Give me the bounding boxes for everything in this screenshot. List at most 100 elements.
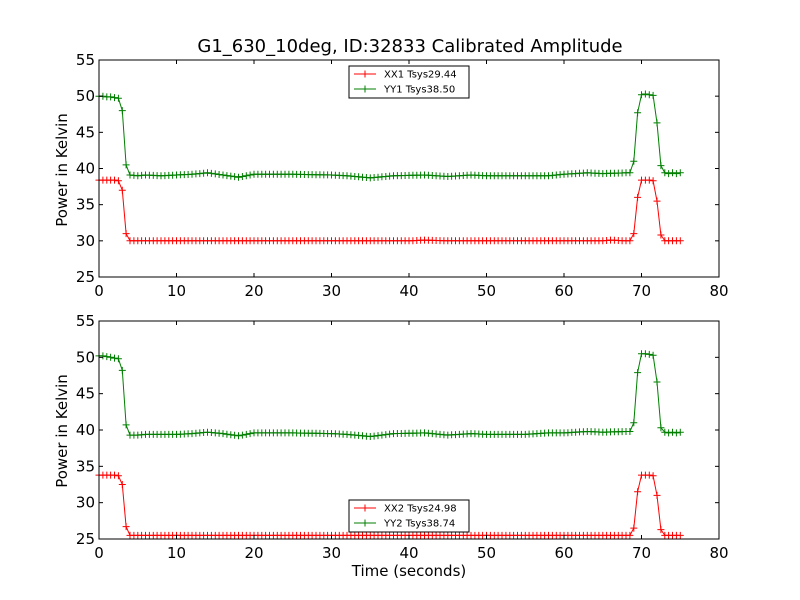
top-plot-series-0-marker: [649, 177, 657, 185]
top-plot-series-0-marker: [111, 176, 118, 184]
top-plot-xtick-label: 10: [167, 282, 186, 300]
bottom-plot-series-0-marker: [657, 526, 665, 534]
top-plot-xtick-label: 70: [632, 282, 651, 300]
bottom-plot-series-1-marker: [246, 430, 254, 438]
bottom-plot-series-1-marker: [645, 350, 653, 358]
top-plot-ytick-label: 30: [76, 232, 95, 250]
bottom-plot-series-0-marker: [649, 472, 657, 480]
bottom-plot-series-1-marker: [107, 353, 115, 361]
bottom-plot-series-1-marker: [626, 428, 634, 435]
bottom-plot-xtick-label: 30: [322, 544, 341, 562]
top-plot-series-1-marker: [645, 91, 653, 99]
bottom-plot-series-1-marker: [122, 421, 130, 429]
bottom-plot-series-1-marker: [118, 366, 126, 374]
bottom-plot-series-1-marker: [665, 429, 673, 437]
bottom-plot-series-1-marker: [672, 429, 680, 437]
bottom-plot-xtick-label: 40: [399, 544, 418, 562]
bottom-plot-series-1-marker: [111, 354, 118, 362]
bottom-plot-series-1-marker: [634, 369, 642, 377]
bottom-plot-series-0-marker: [645, 471, 653, 479]
bottom-plot-series-0-marker: [653, 491, 661, 499]
bottom-plot-series-1-marker: [641, 350, 649, 358]
top-plot-series-0-marker: [634, 193, 642, 201]
top-plot-ytick-label: 55: [76, 51, 95, 69]
bottom-plot-xtick-label: 70: [632, 544, 651, 562]
top-plot-legend-marker-0: [361, 70, 369, 78]
bottom-plot-ylabel: Power in Kelvin: [53, 374, 71, 488]
bottom-plot-ytick-label: 30: [76, 494, 95, 512]
bottom-plot-legend-box: [348, 499, 470, 533]
bottom-plot-series-1-marker: [219, 430, 227, 438]
top-plot-ytick-label: 40: [76, 160, 95, 178]
top-plot-series-1-marker: [107, 93, 115, 101]
bottom-plot-series-1-marker: [242, 430, 250, 438]
bottom-plot-xtick-label: 10: [167, 544, 186, 562]
top-plot-series-1-marker: [238, 173, 246, 180]
bottom-plot-xtick-label: 50: [477, 544, 496, 562]
bottom-plot-ytick-label: 25: [76, 530, 95, 548]
bottom-plot-legend-label-1: YY2 Tsys38.74: [383, 519, 455, 530]
bottom-plot-series-1-marker: [669, 428, 676, 436]
top-plot-series-1-marker: [672, 170, 680, 178]
bottom-plot-series-0-marker: [630, 524, 638, 532]
top-plot-series-group: [95, 90, 684, 245]
top-plot-series-1-marker: [661, 169, 669, 177]
top-plot-series-0-marker: [114, 177, 122, 185]
bottom-plot-series-1-marker: [657, 424, 665, 432]
bottom-plot-series-1-marker: [661, 428, 669, 436]
top-plot-series-1-marker: [219, 171, 227, 179]
top-plot-series-1-marker: [111, 94, 118, 102]
bottom-plot-series-1-marker: [238, 431, 246, 439]
top-plot-series-1-marker: [641, 90, 649, 98]
top-plot-series-1-marker: [235, 173, 242, 181]
top-plot-xtick-label: 40: [399, 282, 418, 300]
top-plot-xtick-label: 0: [94, 282, 104, 300]
top-plot-series-1-marker: [211, 170, 219, 178]
bottom-plot-ytick-label: 35: [76, 457, 95, 475]
top-plot: Power in Kelvin 0 10 20 30 40 50 60 70 80 25 30 35 4…: [53, 51, 729, 300]
top-plot-xtick-label: 60: [554, 282, 573, 300]
top-plot-ytick-label: 25: [76, 268, 95, 286]
top-plot-legend: XX1 Tsys29.44 YY1 Tsys38.50: [348, 65, 470, 99]
bottom-plot-series-1-marker: [653, 378, 661, 386]
top-plot-series-1-marker: [634, 109, 642, 117]
top-plot-legend-label-1: YY1 Tsys38.50: [383, 85, 455, 96]
bottom-plot-xtick-label: 0: [94, 544, 104, 562]
bottom-plot-ytick-label: 45: [76, 385, 95, 403]
top-plot-series-0-marker: [657, 231, 665, 239]
bottom-plot-series-0-marker: [118, 481, 126, 488]
top-plot-series-1-marker: [246, 171, 254, 179]
top-plot-series-1-marker: [649, 91, 657, 99]
top-plot-series-1-marker: [122, 161, 130, 169]
bottom-plot-series-0-marker: [111, 471, 118, 479]
bottom-plot-series-1-marker: [114, 355, 122, 363]
bottom-plot: Power in Kelvin Time (seconds) 0 10 20 30 40…: [53, 312, 729, 580]
bottom-plot-series-1-marker: [227, 431, 235, 439]
bottom-plot-series-0-marker: [634, 488, 642, 496]
top-plot-series-0-marker: [118, 186, 126, 194]
top-plot-xtick-label: 50: [477, 282, 496, 300]
bottom-plot-ytick-label: 50: [76, 348, 95, 366]
top-plot-xtick-label: 20: [244, 282, 263, 300]
bottom-plot-series-group: [95, 350, 684, 539]
bottom-plot-xlabel: Time (seconds): [351, 562, 467, 580]
bottom-plot-xtick-label: 80: [709, 544, 728, 562]
bottom-plot-ytick-label: 55: [76, 312, 95, 330]
bottom-plot-series-0-marker: [676, 531, 684, 539]
top-plot-series-0-marker: [626, 237, 634, 245]
bottom-plot-legend: XX2 Tsys24.98 YY2 Tsys38.74: [348, 499, 470, 533]
top-plot-legend-marker-1: [361, 85, 369, 93]
top-plot-legend-label-0: XX1 Tsys29.44: [384, 70, 457, 81]
bottom-plot-series-0-marker: [122, 523, 130, 531]
bottom-plot-series-1-marker: [676, 428, 684, 436]
top-plot-series-0-marker: [630, 230, 638, 238]
bottom-plot-xtick-label: 60: [554, 544, 573, 562]
bottom-plot-legend-marker-0: [361, 504, 369, 512]
top-plot-series-1-marker: [657, 162, 665, 170]
top-plot-xtick-label: 80: [709, 282, 728, 300]
top-plot-series-1-marker: [630, 157, 638, 165]
bottom-plot-xtick-label: 20: [244, 544, 263, 562]
top-plot-legend-box: [348, 65, 470, 99]
top-plot-series-1-marker: [653, 119, 661, 127]
